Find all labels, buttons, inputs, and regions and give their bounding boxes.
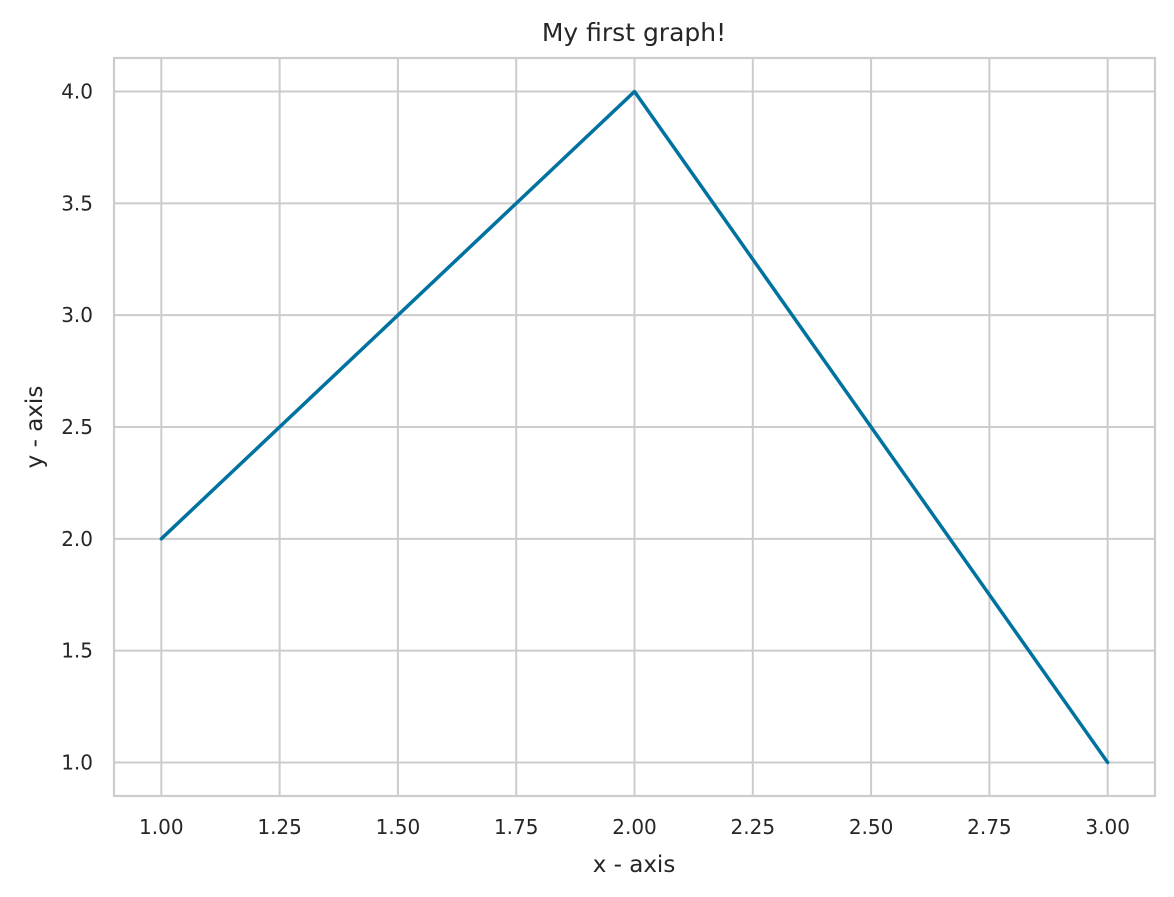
x-tick-label: 3.00 xyxy=(1085,815,1130,839)
grid xyxy=(114,58,1155,796)
y-tick-label: 1.0 xyxy=(61,750,93,774)
x-tick-label: 2.75 xyxy=(967,815,1012,839)
y-tick-label: 3.0 xyxy=(61,303,93,327)
x-tick-label: 1.50 xyxy=(376,815,421,839)
x-tick-label: 2.50 xyxy=(849,815,894,839)
x-tick-label: 2.00 xyxy=(612,815,657,839)
chart-title: My first graph! xyxy=(542,18,726,47)
series-line xyxy=(159,89,1110,765)
x-axis-label: x - axis xyxy=(593,852,676,878)
x-tick-label: 2.25 xyxy=(731,815,776,839)
x-tick-labels: 1.00 1.25 1.50 1.75 2.00 2.25 2.50 2.75 3.00 xyxy=(139,815,1130,839)
y-tick-label: 3.5 xyxy=(61,191,93,215)
y-axis-label: y - axis xyxy=(22,386,48,469)
y-tick-label: 4.0 xyxy=(61,80,93,104)
x-tick-label: 1.25 xyxy=(257,815,302,839)
y-tick-label: 1.5 xyxy=(61,639,93,663)
series-layer xyxy=(159,89,1110,765)
y-tick-label: 2.5 xyxy=(61,415,93,439)
x-tick-label: 1.00 xyxy=(139,815,184,839)
x-tick-label: 1.75 xyxy=(494,815,539,839)
y-tick-label: 2.0 xyxy=(61,527,93,551)
y-tick-labels: 1.0 1.5 2.0 2.5 3.0 3.5 4.0 xyxy=(61,80,93,775)
plot-frame xyxy=(112,56,1157,798)
